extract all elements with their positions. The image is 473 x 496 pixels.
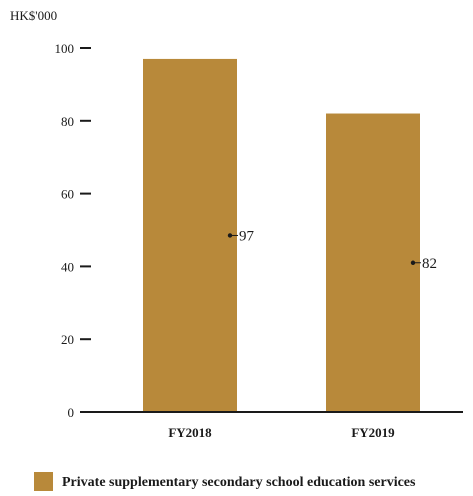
data-label: 82 — [422, 256, 437, 272]
y-tick-label: 60 — [61, 187, 74, 202]
y-tick-label: 80 — [61, 114, 74, 129]
bar — [326, 113, 420, 413]
y-tick-label: 100 — [55, 41, 75, 56]
label-layer: 97 FY2018 82 FY2019 — [80, 228, 463, 440]
legend: Private supplementary secondary school e… — [34, 472, 416, 491]
legend-label: Private supplementary secondary school e… — [62, 475, 416, 490]
unit-label: HK$'000 — [10, 8, 57, 23]
axis-layer: 0 20 40 60 80 100 — [55, 41, 91, 420]
bar-layer — [143, 58, 420, 413]
y-tick-label: 20 — [61, 332, 74, 347]
x-category-label: FY2018 — [168, 425, 212, 440]
legend-swatch — [34, 472, 53, 491]
data-label: 97 — [239, 228, 255, 244]
y-tick-label: 40 — [61, 259, 74, 274]
x-category-label: FY2019 — [351, 425, 395, 440]
y-tick-label: 0 — [68, 405, 75, 420]
bar — [143, 58, 237, 413]
